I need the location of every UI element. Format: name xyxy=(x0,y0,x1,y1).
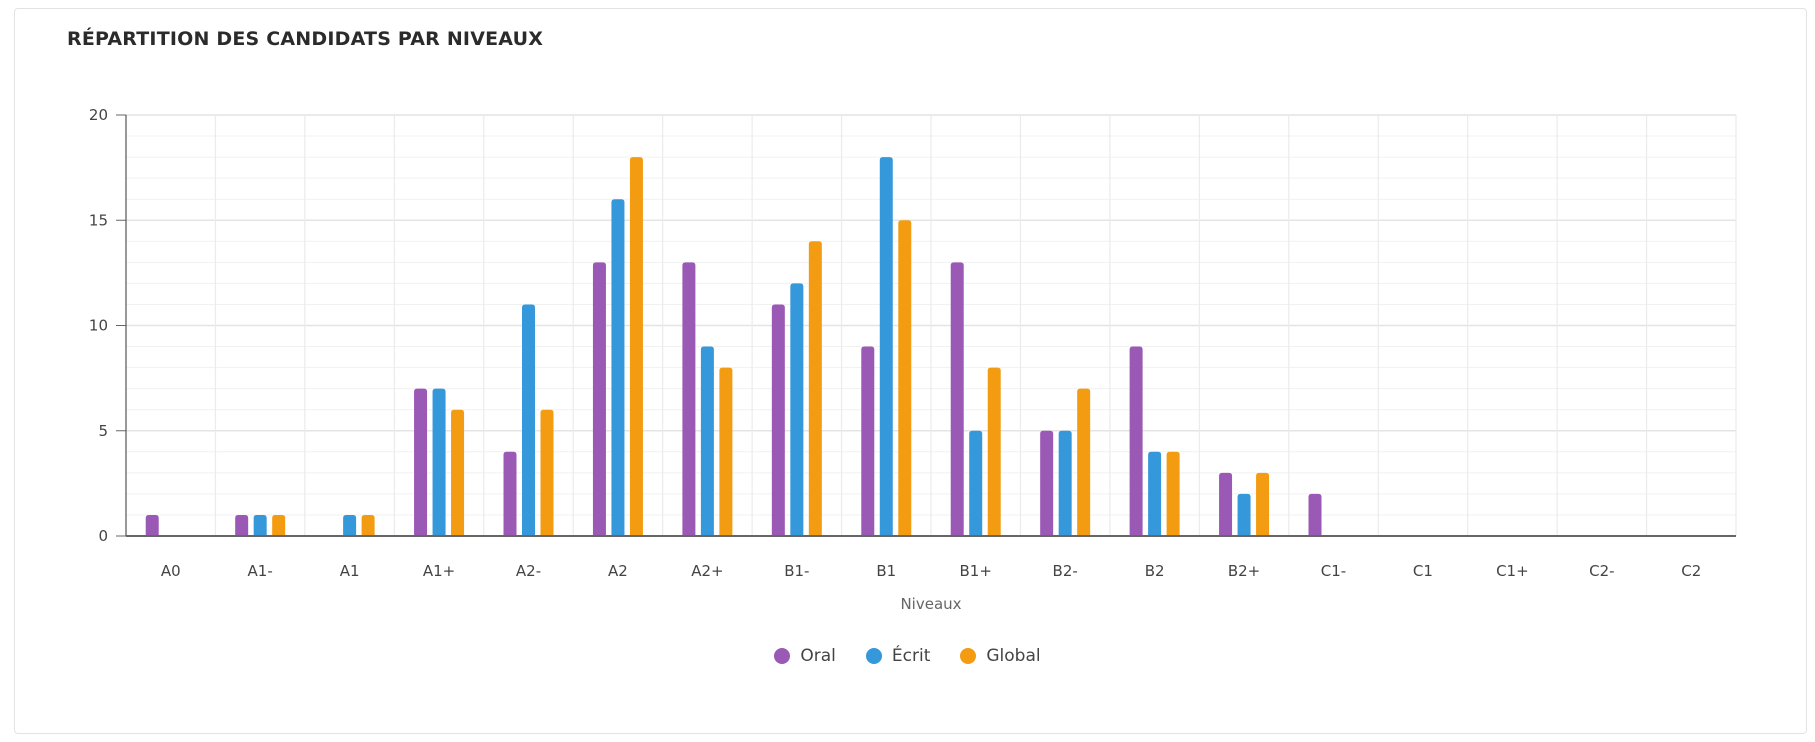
legend-dot-icon xyxy=(774,648,791,664)
x-tick-label: B2- xyxy=(1053,562,1078,580)
bar-oral-C1-[interactable] xyxy=(1308,493,1322,536)
bar-global-A2+[interactable] xyxy=(719,367,733,536)
x-tick-label: A1+ xyxy=(423,562,455,580)
x-tick-label: B1 xyxy=(876,562,896,580)
bars xyxy=(145,157,1322,537)
bar-global-B2+[interactable] xyxy=(1256,472,1270,536)
bar-global-A2-[interactable] xyxy=(540,409,554,536)
chart-title: RÉPARTITION DES CANDIDATS PAR NIVEAUX xyxy=(67,28,544,50)
bar-oral-B2[interactable] xyxy=(1129,346,1143,536)
bar-global-A1[interactable] xyxy=(361,514,375,536)
x-tick-label: A2- xyxy=(516,562,541,580)
grid xyxy=(126,114,1737,537)
bar-global-B1+[interactable] xyxy=(987,367,1001,536)
legend-label: Global xyxy=(986,646,1041,666)
legend-label: Oral xyxy=(800,646,836,666)
bar-écrit-B1+[interactable] xyxy=(969,430,983,536)
bar-oral-A0[interactable] xyxy=(145,514,159,536)
bar-oral-B1+[interactable] xyxy=(950,262,964,536)
bar-écrit-B2+[interactable] xyxy=(1237,493,1251,536)
bar-écrit-A2-[interactable] xyxy=(522,304,535,536)
bar-global-B1-[interactable] xyxy=(808,241,822,537)
x-tick-label: C1 xyxy=(1413,562,1433,580)
bar-global-A2[interactable] xyxy=(629,157,643,536)
bar-écrit-A1[interactable] xyxy=(343,514,357,536)
x-tick-label: B1+ xyxy=(960,562,992,580)
x-tick-label: A2+ xyxy=(691,562,723,580)
y-tick-label: 10 xyxy=(89,317,108,335)
bar-écrit-B2-[interactable] xyxy=(1058,430,1072,536)
x-tick-label: B1- xyxy=(784,562,809,580)
bar-oral-B2+[interactable] xyxy=(1219,472,1233,536)
bar-global-B2[interactable] xyxy=(1166,451,1180,536)
legend-item-global[interactable]: Global xyxy=(960,646,1041,666)
x-tick-label: A1 xyxy=(340,562,360,580)
x-tick-label: A1- xyxy=(248,562,273,580)
y-tick-label: 5 xyxy=(98,422,108,440)
x-tick-label: A2 xyxy=(608,562,628,580)
axes: 0 5 10 15 20 A0 A1- A1 A1+ A2- A2 A2+ B1- B1 B1+ B2- B2 B… xyxy=(89,106,1736,580)
bar-oral-A2-[interactable] xyxy=(503,451,517,536)
bar-écrit-A2[interactable] xyxy=(611,199,625,536)
bar-écrit-A1-[interactable] xyxy=(253,514,267,536)
bar-écrit-B1-[interactable] xyxy=(790,283,804,536)
bar-global-A1-[interactable] xyxy=(272,514,286,536)
bar-global-B2-[interactable] xyxy=(1077,388,1091,536)
bar-écrit-B1[interactable] xyxy=(879,157,893,536)
x-tick-label: C1- xyxy=(1321,562,1346,580)
x-tick-label: C2 xyxy=(1681,562,1701,580)
legend-label: Écrit xyxy=(891,646,931,666)
legend-dot-icon xyxy=(865,648,882,664)
bar-global-B1[interactable] xyxy=(898,220,912,536)
legend-item-écrit[interactable]: Écrit xyxy=(865,646,931,666)
bar-oral-B1[interactable] xyxy=(861,346,875,536)
x-axis-title: Niveaux xyxy=(900,595,961,613)
x-tick-label: C1+ xyxy=(1496,562,1529,580)
y-tick-label: 0 xyxy=(98,527,108,545)
x-tick-label: B2 xyxy=(1145,562,1165,580)
y-tick-label: 20 xyxy=(89,106,108,124)
bar-oral-A1+[interactable] xyxy=(414,388,428,536)
legend-dot-icon xyxy=(960,648,977,664)
bar-oral-B1-[interactable] xyxy=(771,304,785,536)
bar-global-A1+[interactable] xyxy=(451,409,465,536)
bar-oral-A2+[interactable] xyxy=(682,262,696,536)
legend-item-oral[interactable]: Oral xyxy=(774,646,836,666)
bar-oral-A1-[interactable] xyxy=(235,514,249,536)
x-tick-label: B2+ xyxy=(1228,562,1260,580)
bar-écrit-A1+[interactable] xyxy=(432,388,446,536)
x-tick-label: C2- xyxy=(1589,562,1614,580)
x-tick-label: A0 xyxy=(161,562,181,580)
bar-oral-B2-[interactable] xyxy=(1040,430,1054,536)
bar-oral-A2[interactable] xyxy=(592,262,606,536)
bar-écrit-A2+[interactable] xyxy=(700,346,714,536)
legend: Oral Écrit Global xyxy=(0,646,1815,666)
y-tick-label: 15 xyxy=(89,211,108,229)
bar-écrit-B2[interactable] xyxy=(1148,451,1162,536)
